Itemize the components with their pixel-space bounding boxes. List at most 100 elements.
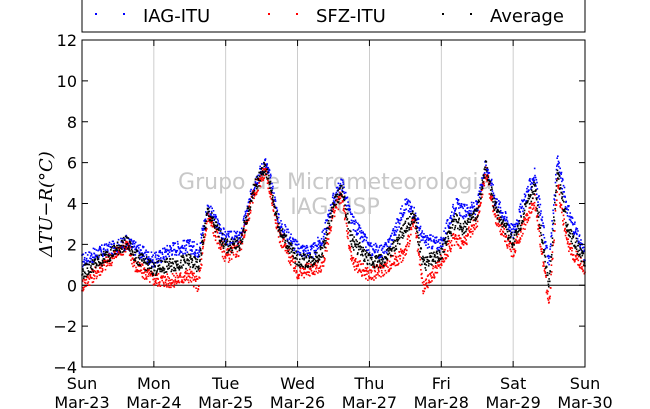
data-point	[339, 187, 341, 189]
data-point	[169, 282, 171, 284]
data-point	[461, 230, 463, 233]
data-point	[575, 248, 578, 250]
data-point	[477, 215, 479, 217]
data-point	[399, 212, 401, 215]
data-point	[513, 234, 516, 236]
data-point	[573, 223, 576, 225]
data-point	[228, 249, 231, 251]
data-point	[208, 210, 210, 213]
data-point	[92, 271, 95, 273]
data-point	[351, 215, 354, 218]
data-point	[272, 209, 275, 211]
x-tick-label-date: Mar-26	[270, 393, 325, 409]
data-point	[490, 199, 493, 202]
data-point	[434, 236, 436, 239]
data-point	[157, 272, 160, 275]
data-point	[323, 256, 326, 259]
data-point	[549, 243, 552, 245]
data-point	[377, 267, 380, 270]
data-point	[542, 263, 545, 265]
data-point	[203, 240, 205, 242]
data-point	[208, 217, 210, 220]
data-point	[514, 225, 517, 228]
data-point	[185, 247, 187, 250]
data-point	[125, 241, 128, 243]
data-point	[548, 263, 550, 266]
data-point	[549, 248, 551, 250]
data-point	[522, 210, 524, 213]
data-point	[102, 252, 104, 255]
data-point	[335, 187, 338, 189]
data-point	[133, 259, 136, 261]
data-point	[505, 212, 507, 215]
data-point	[180, 251, 183, 253]
data-point	[435, 239, 438, 242]
data-point	[401, 249, 404, 252]
data-point	[568, 218, 571, 221]
data-point	[281, 240, 284, 242]
data-point	[415, 221, 418, 224]
data-point	[336, 199, 338, 201]
data-point	[545, 276, 547, 278]
data-point	[452, 207, 455, 210]
data-point	[112, 254, 115, 256]
data-point	[267, 179, 269, 182]
data-point	[313, 249, 316, 252]
data-point	[328, 222, 331, 225]
data-point	[562, 199, 564, 202]
data-point	[465, 230, 467, 233]
data-point	[86, 254, 89, 256]
data-point	[433, 255, 436, 258]
data-point	[429, 237, 432, 240]
data-point	[343, 205, 345, 207]
data-point	[422, 283, 425, 286]
data-point	[449, 216, 452, 219]
data-point	[89, 261, 91, 263]
data-point	[292, 255, 294, 258]
data-point	[438, 251, 441, 254]
data-point	[399, 219, 402, 222]
data-point	[518, 208, 521, 211]
data-point	[576, 253, 579, 255]
data-point	[237, 255, 240, 257]
data-point	[228, 259, 231, 262]
data-point	[536, 188, 539, 190]
data-point	[423, 241, 426, 244]
data-point	[458, 202, 460, 205]
data-point	[386, 250, 388, 252]
data-point	[242, 228, 245, 231]
data-point	[188, 272, 190, 275]
data-point	[295, 254, 298, 257]
data-point	[249, 206, 252, 208]
data-point	[215, 215, 218, 218]
data-point	[178, 266, 180, 268]
data-point	[337, 208, 340, 211]
data-point	[532, 207, 535, 209]
data-point	[529, 207, 532, 209]
data-point	[333, 215, 336, 218]
data-point	[210, 216, 213, 219]
data-point	[220, 228, 223, 231]
data-point	[209, 217, 212, 220]
data-point	[308, 262, 310, 265]
data-point	[376, 246, 378, 248]
data-point	[204, 233, 206, 235]
data-point	[413, 216, 416, 218]
data-point	[539, 212, 542, 215]
data-point	[266, 164, 268, 166]
data-point	[143, 255, 145, 258]
data-point	[235, 253, 238, 256]
data-point	[124, 239, 126, 241]
data-point	[125, 245, 127, 248]
data-point	[93, 248, 96, 250]
data-point	[359, 260, 361, 262]
data-point	[566, 212, 569, 214]
data-point	[565, 224, 568, 226]
data-point	[196, 266, 199, 268]
data-point	[352, 220, 354, 222]
data-point	[581, 268, 584, 270]
data-point	[335, 206, 338, 209]
data-point	[502, 235, 505, 237]
data-point	[261, 172, 263, 175]
data-point	[539, 227, 542, 229]
